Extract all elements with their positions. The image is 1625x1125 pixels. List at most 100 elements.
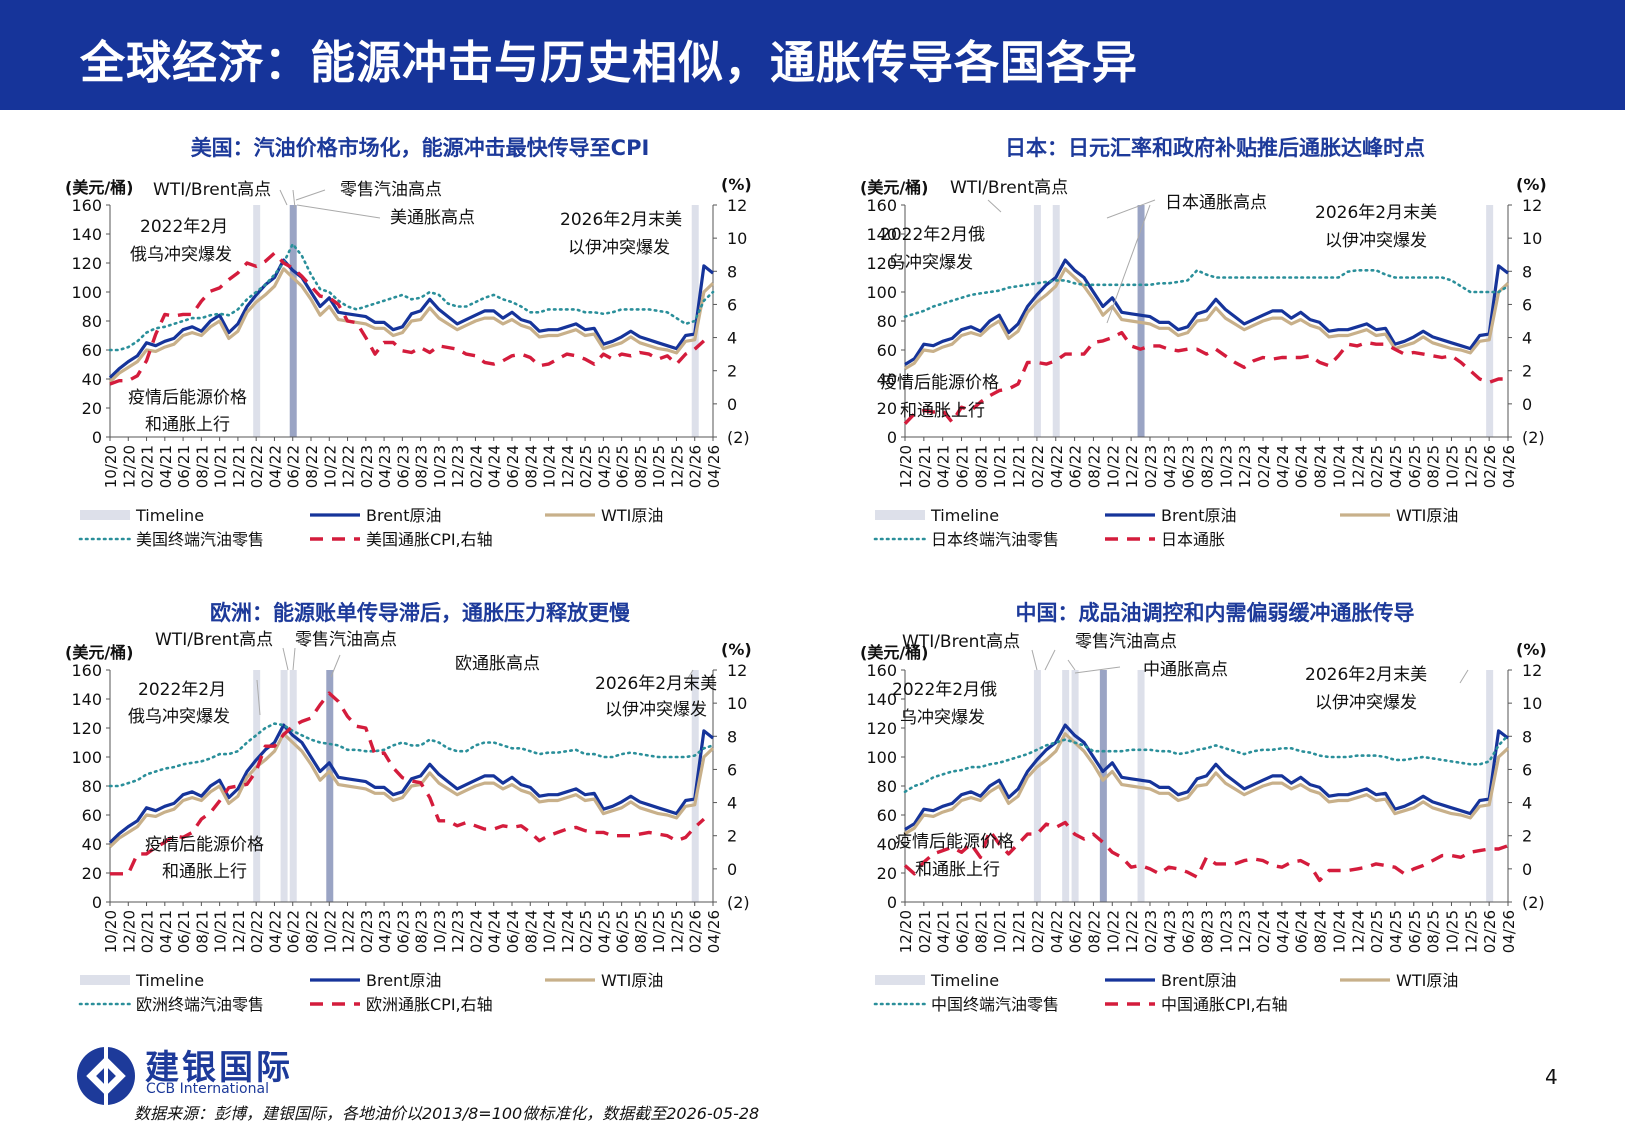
ylabel-right: (%)	[1516, 175, 1547, 194]
annotation-label: WTI/Brent高点	[155, 630, 273, 650]
tick-label-right: 10	[727, 229, 747, 248]
ylabel-right: (%)	[1516, 640, 1547, 659]
tick-label-x: 08/24	[1312, 910, 1330, 953]
series-line-brent	[108, 723, 714, 844]
annotation-label: 2026年2月末美	[1315, 203, 1437, 223]
annotation-leader	[1067, 659, 1076, 671]
tick-label-x: 02/23	[358, 445, 376, 488]
tick-label-left: 60	[82, 806, 102, 825]
legend-label: 日本通胀	[1161, 530, 1225, 549]
tick-label-x: 06/24	[1293, 445, 1311, 488]
chart-title: 日本：日元汇率和政府补贴推后通胀达峰时点	[1005, 136, 1425, 160]
tick-label-right: 4	[1522, 329, 1532, 348]
tick-label-left: 80	[82, 312, 102, 331]
tick-label-x: 08/25	[1425, 445, 1443, 488]
chart-jp: 0 20 40 60 80 100 120 140 160 (2) 0 2 4 6 8 10 12 (美元/桶) (…	[860, 175, 1547, 549]
timeline-band	[1033, 205, 1041, 437]
chart-title: 美国：汽油价格市场化，能源冲击最快传导至CPI	[190, 136, 650, 160]
ylabel-left: (美元/桶)	[65, 643, 133, 662]
annotation-label: WTI/Brent高点	[902, 632, 1020, 652]
annotation-leader	[684, 669, 694, 684]
tick-label-x: 02/26	[1481, 445, 1499, 488]
tick-label-x: 02/25	[577, 445, 595, 488]
tick-label-x: 10/25	[650, 910, 668, 953]
timeline-band	[253, 205, 261, 437]
tick-label-x: 12/22	[1123, 445, 1141, 488]
tick-label-x: 04/26	[1500, 445, 1518, 488]
tick-label-right: 8	[1522, 727, 1532, 746]
tick-label-x: 02/26	[687, 910, 705, 953]
tick-label-left: 120	[866, 719, 897, 738]
tick-label-right: (2)	[727, 428, 750, 447]
source-note: 数据来源：彭博，建银国际，各地油价以2013/8=100做标准化，数据截至202…	[134, 1104, 760, 1123]
tick-label-x: 08/22	[1085, 910, 1103, 953]
tick-label-right: 10	[727, 694, 747, 713]
chart-title: 欧洲：能源账单传导滞后，通胀压力释放更慢	[210, 601, 630, 625]
tick-label-x: 10/23	[431, 910, 449, 953]
annotation-label: 疫情后能源价格	[880, 373, 999, 393]
tick-label-x: 06/23	[1180, 445, 1198, 488]
tick-label-x: 06/22	[285, 445, 303, 488]
tick-label-left: 160	[866, 661, 897, 680]
tick-label-x: 10/23	[1217, 910, 1235, 953]
tick-label-left: 60	[877, 806, 897, 825]
tick-label-x: 10/25	[1443, 445, 1461, 488]
tick-label-left: 80	[877, 777, 897, 796]
tick-label-x: 12/24	[1349, 910, 1367, 953]
tick-label-right: 8	[1522, 262, 1532, 281]
tick-label-left: 140	[71, 690, 102, 709]
tick-label-x: 02/21	[139, 910, 157, 953]
tick-label-right: (2)	[727, 893, 750, 912]
tick-label-x: 06/22	[1067, 445, 1085, 488]
tick-label-x: 10/21	[212, 445, 230, 488]
legend-label: 欧洲终端汽油零售	[136, 995, 264, 1014]
tick-label-right: 2	[727, 362, 737, 381]
annotation-label: 2026年2月末美	[560, 210, 682, 230]
tick-label-left: 80	[82, 777, 102, 796]
tick-label-left: 100	[866, 283, 897, 302]
tick-label-x: 02/26	[1481, 910, 1499, 953]
tick-label-right: 4	[727, 794, 737, 813]
tick-label-left: 80	[877, 312, 897, 331]
annotation-label: 零售汽油高点	[295, 630, 397, 650]
tick-label-x: 10/24	[541, 445, 559, 488]
chart-panel-cn: 中国：成品油调控和内需偏弱缓冲通胀传导 0 20 40 60 80 100 120 140 16…	[820, 585, 1610, 1045]
tick-label-x: 02/24	[1255, 910, 1273, 953]
annotation-label: 乌冲突爆发	[888, 253, 973, 273]
timeline-band	[1099, 670, 1107, 902]
annotation-label: 2026年2月末美	[1305, 665, 1427, 685]
annotation-label: 乌冲突爆发	[900, 708, 985, 728]
tick-label-left: 60	[877, 341, 897, 360]
annotation-label: WTI/Brent高点	[950, 178, 1068, 198]
tick-label-x: 10/20	[102, 445, 120, 488]
legend-label: 中国通胀CPI,右轴	[1161, 995, 1288, 1014]
tick-label-x: 02/25	[1368, 445, 1386, 488]
tick-label-right: 4	[727, 329, 737, 348]
tick-label-x: 06/25	[1406, 445, 1424, 488]
tick-label-x: 04/21	[157, 445, 175, 488]
tick-label-right: 2	[1522, 827, 1532, 846]
tick-label-x: 04/22	[1048, 445, 1066, 488]
series-line-cpi	[903, 330, 1508, 425]
tick-label-x: 08/21	[972, 910, 990, 953]
tick-label-x: 04/21	[935, 445, 953, 488]
legend-label: Brent原油	[366, 971, 441, 990]
tick-label-x: 12/20	[120, 910, 138, 953]
tick-label-left: 120	[71, 254, 102, 273]
series-line-wti	[904, 732, 1510, 836]
tick-label-x: 08/21	[193, 445, 211, 488]
tick-label-right: 0	[1522, 395, 1532, 414]
tick-label-x: 08/25	[632, 910, 650, 953]
tick-label-x: 12/22	[340, 445, 358, 488]
tick-label-x: 04/24	[486, 910, 504, 953]
annotation-label: 中通胀高点	[1143, 660, 1228, 680]
tick-label-x: 12/24	[1349, 445, 1367, 488]
tick-label-x: 12/25	[668, 445, 686, 488]
tick-label-x: 04/26	[705, 445, 723, 488]
tick-label-x: 04/25	[1387, 910, 1405, 953]
tick-label-x: 10/23	[1217, 445, 1235, 488]
annotation-label: 俄乌冲突爆发	[130, 245, 232, 265]
tick-label-left: 40	[877, 370, 897, 389]
ylabel-left: (美元/桶)	[65, 178, 133, 197]
tick-label-x: 02/25	[1368, 910, 1386, 953]
